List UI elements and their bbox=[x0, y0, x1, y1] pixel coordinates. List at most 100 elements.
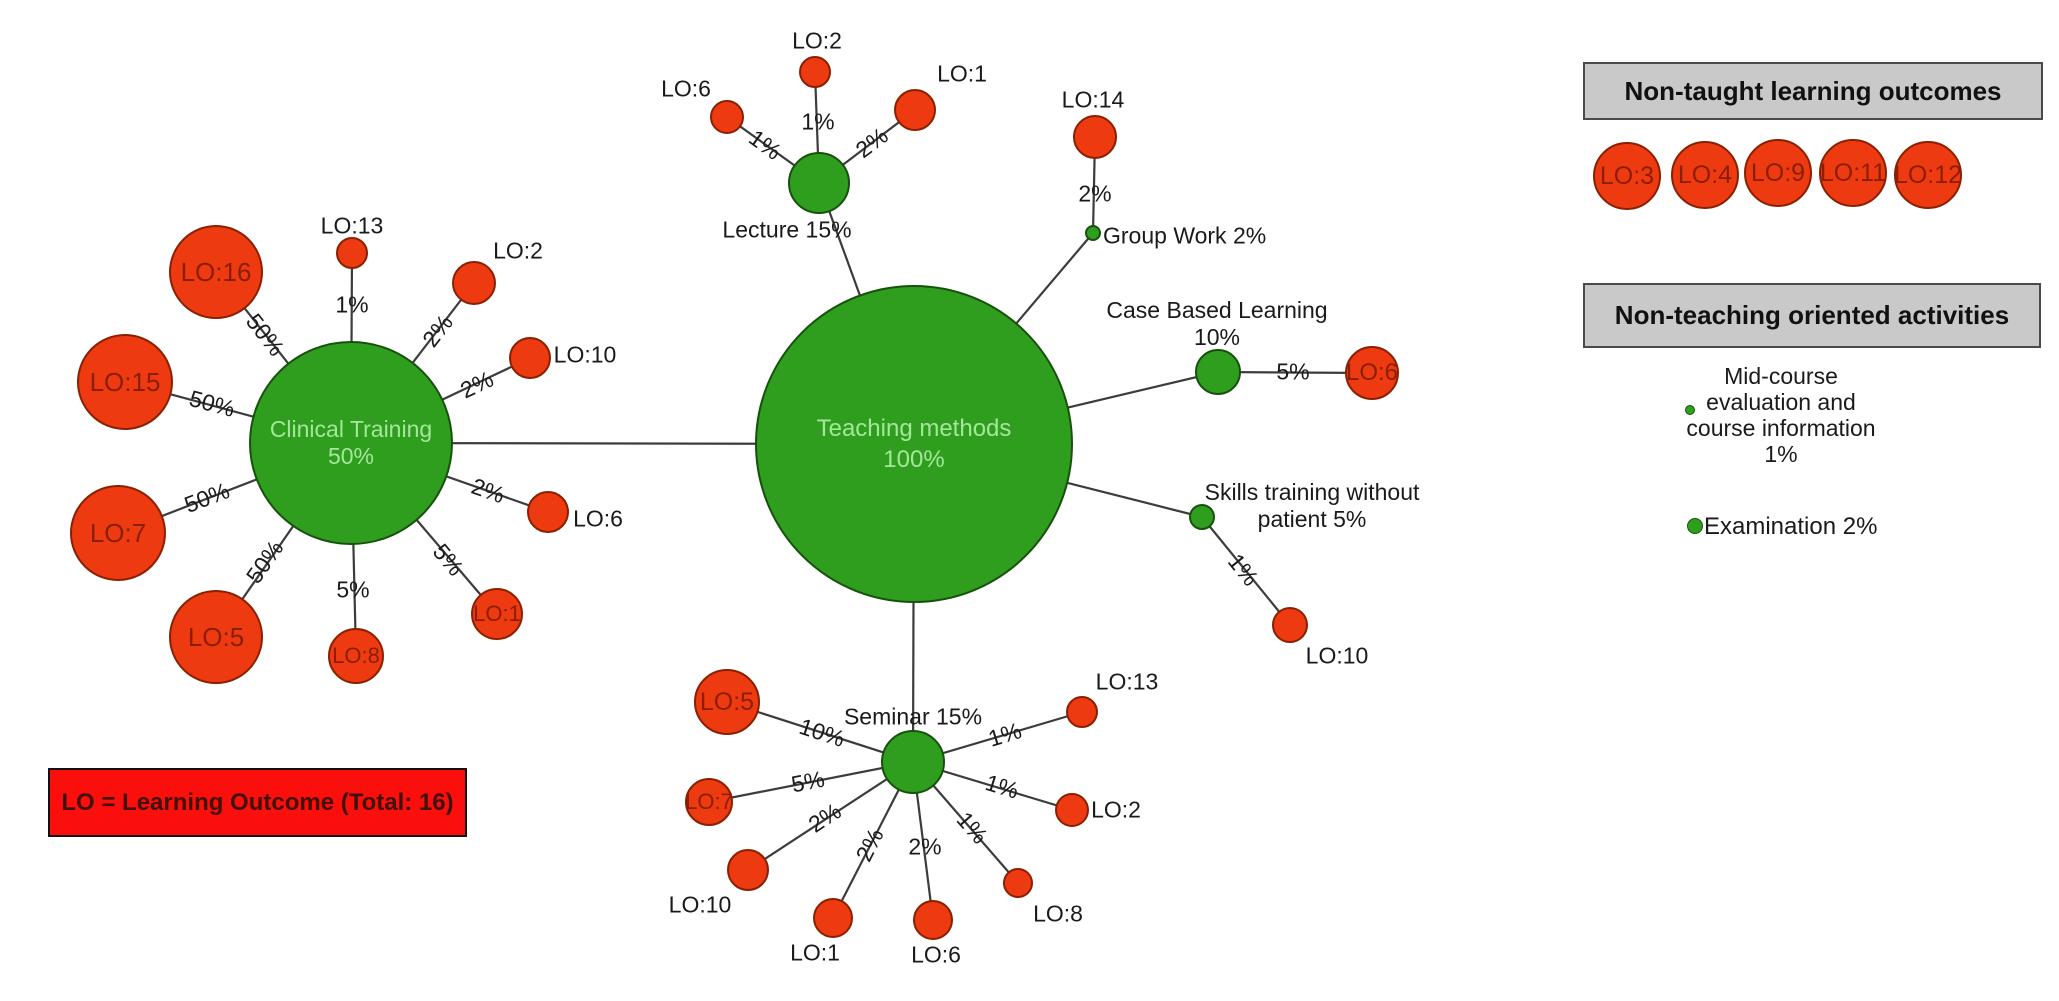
lo-label-clinical-7: LO:7 bbox=[89, 517, 147, 548]
lo-label-lecture-6: LO:6 bbox=[661, 75, 711, 102]
lo-node-clinical-1: LO:1 bbox=[471, 588, 523, 640]
node-teaching-methods: Teaching methods 100% bbox=[755, 285, 1073, 603]
edge-label-lecture-lo2: 1% bbox=[801, 108, 835, 135]
edge-seminar-lo10 bbox=[747, 761, 914, 871]
legend-non-taught-box: Non-taught learning outcomes bbox=[1583, 62, 2043, 120]
node-seminar-label: Seminar 15% bbox=[843, 703, 983, 730]
lo-node-clinical-13 bbox=[336, 237, 368, 269]
edge-seminar-lo7 bbox=[708, 760, 914, 804]
lo-label-skills-10: LO:10 bbox=[1305, 642, 1369, 669]
lo-label-clinical-5: LO:5 bbox=[187, 621, 245, 652]
lo-node-legend-11: LO:11 bbox=[1819, 139, 1887, 207]
lo-node-seminar-10 bbox=[727, 849, 769, 891]
legend-examination-label: Examination 2% bbox=[1704, 513, 1878, 540]
midcourse-line1: Mid-course bbox=[1724, 363, 1838, 389]
node-skills-training-label: Skills training without patient 5% bbox=[1205, 479, 1420, 533]
lo-label-legend-4: LO:4 bbox=[1677, 160, 1733, 189]
node-clinical-training-label: Clinical Training 50% bbox=[269, 416, 433, 469]
lo-node-legend-12: LO:12 bbox=[1894, 141, 1962, 209]
lo-label-seminar-7: LO:7 bbox=[685, 789, 733, 814]
lo-label-seminar-5: LO:5 bbox=[699, 687, 755, 716]
lo-node-clinical-7: LO:7 bbox=[70, 485, 166, 581]
node-seminar bbox=[881, 730, 945, 794]
lo-node-seminar-6 bbox=[913, 900, 953, 940]
lo-label-legend-9: LO:9 bbox=[1750, 158, 1806, 187]
lo-node-clinical-8: LO:8 bbox=[328, 628, 384, 684]
edge-label-groupwork-lo14: 2% bbox=[1078, 180, 1112, 207]
lo-label-seminar-6: LO:6 bbox=[911, 941, 961, 968]
lo-node-seminar-8 bbox=[1003, 868, 1033, 898]
legend-midcourse-dot bbox=[1685, 405, 1695, 415]
lo-node-seminar-5: LO:5 bbox=[694, 669, 760, 735]
lo-label-groupwork-14: LO:14 bbox=[1061, 86, 1125, 113]
lo-node-legend-3: LO:3 bbox=[1593, 142, 1661, 210]
lo-label-seminar-13: LO:13 bbox=[1095, 668, 1159, 695]
lo-node-seminar-1 bbox=[813, 898, 853, 938]
lo-label-lecture-2: LO:2 bbox=[792, 27, 842, 54]
lo-label-clinical-1: LO:1 bbox=[473, 601, 521, 626]
lo-label-clinical-6: LO:6 bbox=[573, 505, 623, 532]
lo-node-casebased-6: LO:6 bbox=[1345, 346, 1399, 400]
lo-node-lecture-2 bbox=[799, 56, 831, 88]
lo-node-lecture-6 bbox=[710, 100, 744, 134]
lo-node-seminar-13 bbox=[1066, 696, 1098, 728]
lo-label-clinical-8: LO:8 bbox=[332, 643, 380, 668]
node-case-based-learning-label: Case Based Learning 10% bbox=[1106, 297, 1327, 351]
lo-label-lecture-1: LO:1 bbox=[937, 60, 987, 87]
legend-non-taught-title: Non-taught learning outcomes bbox=[1624, 75, 2002, 106]
lo-node-seminar-7: LO:7 bbox=[685, 778, 733, 826]
node-case-based-learning bbox=[1195, 349, 1241, 395]
lo-label-seminar-8: LO:8 bbox=[1033, 900, 1083, 927]
lo-node-clinical-10 bbox=[509, 337, 551, 379]
lo-label-clinical-2: LO:2 bbox=[493, 237, 543, 264]
node-group-work bbox=[1085, 225, 1101, 241]
skills-line1: Skills training without bbox=[1204, 479, 1420, 505]
lo-node-legend-4: LO:4 bbox=[1671, 141, 1739, 209]
lo-label-clinical-16: LO:16 bbox=[180, 256, 252, 287]
legend-midcourse-label: Mid-course evaluation and course informa… bbox=[1686, 363, 1875, 467]
midcourse-line3: course information bbox=[1686, 415, 1876, 441]
edge-label-seminar-lo6: 2% bbox=[908, 833, 942, 860]
lo-node-lecture-1 bbox=[894, 89, 936, 131]
lo-label-casebased-6: LO:6 bbox=[1345, 359, 1399, 386]
legend-lo-definition-box: LO = Learning Outcome (Total: 16) bbox=[48, 768, 467, 837]
lo-node-clinical-16: LO:16 bbox=[169, 225, 263, 319]
midcourse-line4: 1% bbox=[1764, 441, 1798, 467]
node-skills-training bbox=[1189, 504, 1215, 530]
lo-label-clinical-13: LO:13 bbox=[320, 212, 384, 239]
lo-node-groupwork-14 bbox=[1073, 115, 1117, 159]
edge-label-clinical-lo13: 1% bbox=[335, 291, 369, 318]
legend-non-teaching-box: Non-teaching oriented activities bbox=[1583, 283, 2041, 348]
lo-node-clinical-15: LO:15 bbox=[77, 334, 173, 430]
legend-lo-definition-text: LO = Learning Outcome (Total: 16) bbox=[61, 788, 454, 816]
edge-skills-lo10 bbox=[1201, 516, 1291, 626]
node-teaching-methods-label: Teaching methods 100% bbox=[817, 413, 1012, 475]
lo-node-legend-9: LO:9 bbox=[1744, 139, 1812, 207]
lo-label-legend-11: LO:11 bbox=[1819, 158, 1887, 187]
lo-node-seminar-2 bbox=[1055, 793, 1089, 827]
edge-label-casebased-lo6: 5% bbox=[1276, 358, 1310, 385]
lo-label-seminar-1: LO:1 bbox=[790, 939, 840, 966]
case-based-line2: 10% bbox=[1193, 324, 1241, 350]
lo-label-clinical-15: LO:15 bbox=[89, 366, 161, 397]
lo-label-seminar-10: LO:10 bbox=[668, 891, 732, 918]
lo-label-clinical-10: LO:10 bbox=[553, 341, 617, 368]
lo-node-skills-10 bbox=[1272, 607, 1308, 643]
node-clinical-training: Clinical Training 50% bbox=[249, 341, 453, 545]
case-based-line1: Case Based Learning bbox=[1106, 297, 1328, 323]
skills-line2: patient 5% bbox=[1257, 506, 1367, 532]
node-lecture bbox=[788, 152, 850, 214]
lo-node-clinical-2 bbox=[452, 261, 496, 305]
edge-label-clinical-lo8: 5% bbox=[336, 576, 370, 603]
teaching-methods-line1: Teaching methods bbox=[816, 415, 1012, 442]
node-lecture-label: Lecture 15% bbox=[722, 216, 852, 243]
legend-examination-dot bbox=[1687, 518, 1703, 534]
lo-label-legend-3: LO:3 bbox=[1599, 161, 1655, 190]
lo-node-clinical-6 bbox=[527, 491, 569, 533]
legend-non-teaching-title: Non-teaching oriented activities bbox=[1614, 300, 2010, 330]
lo-label-legend-12: LO:12 bbox=[1893, 160, 1963, 189]
lo-label-seminar-2: LO:2 bbox=[1091, 796, 1141, 823]
lo-node-clinical-5: LO:5 bbox=[169, 590, 263, 684]
teaching-methods-line2: 100% bbox=[883, 446, 945, 473]
